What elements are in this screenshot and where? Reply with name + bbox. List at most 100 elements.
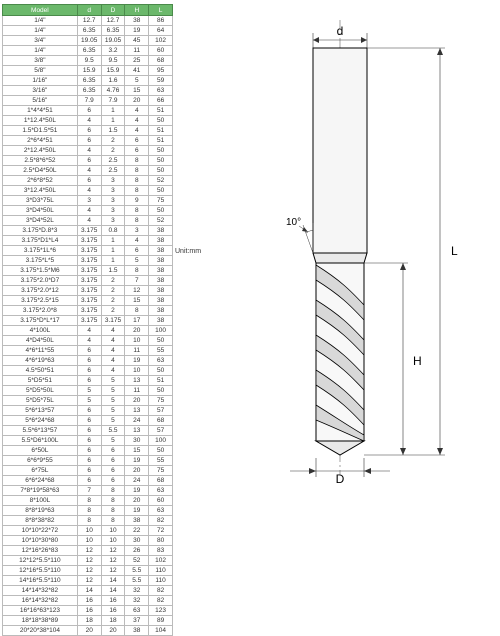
cell-value: 75 xyxy=(149,466,173,476)
cell-value: 6 xyxy=(77,376,101,386)
cell-value: 20 xyxy=(125,96,149,106)
cell-value: 68 xyxy=(149,416,173,426)
cell-value: 4 xyxy=(77,146,101,156)
cell-model: 3/4" xyxy=(3,36,78,46)
cell-model: 6*6*9*55 xyxy=(3,456,78,466)
cell-model: 3.175*1L*6 xyxy=(3,246,78,256)
cell-value: 38 xyxy=(149,246,173,256)
cell-value: 6.35 xyxy=(77,26,101,36)
table-row: 1/16"6.351.6559 xyxy=(3,76,173,86)
cell-value: 38 xyxy=(149,266,173,276)
cell-value: 75 xyxy=(149,196,173,206)
cell-value: 68 xyxy=(149,476,173,486)
cell-value: 13 xyxy=(125,406,149,416)
cell-value: 6 xyxy=(77,446,101,456)
cell-value: 1 xyxy=(101,106,125,116)
cell-value: 10 xyxy=(77,536,101,546)
unit-label: Unit:mm xyxy=(175,248,201,255)
cell-value: 32 xyxy=(125,596,149,606)
table-row: 12*12*5.5*110121252102 xyxy=(3,556,173,566)
cell-value: 7.9 xyxy=(101,96,125,106)
cell-value: 4 xyxy=(77,206,101,216)
cell-value: 15 xyxy=(125,446,149,456)
cell-value: 6.35 xyxy=(77,76,101,86)
cell-model: 7*8*19*58*63 xyxy=(3,486,78,496)
cell-value: 14 xyxy=(101,576,125,586)
cell-value: 100 xyxy=(149,326,173,336)
cell-value: 63 xyxy=(149,486,173,496)
cell-model: 5/8" xyxy=(3,66,78,76)
cell-value: 3.175 xyxy=(77,226,101,236)
cell-value: 0.8 xyxy=(101,226,125,236)
cell-value: 15.9 xyxy=(77,66,101,76)
cell-value: 59 xyxy=(149,76,173,86)
table-row: 2.5*8*6*5262.5850 xyxy=(3,156,173,166)
cell-value: 6 xyxy=(77,156,101,166)
cell-value: 9.5 xyxy=(101,56,125,66)
cell-value: 3 xyxy=(77,196,101,206)
cell-value: 50 xyxy=(149,366,173,376)
table-row: 3*D4*50L43850 xyxy=(3,206,173,216)
cell-value: 55 xyxy=(149,456,173,466)
table-row: 2.5*D4*50L42.5850 xyxy=(3,166,173,176)
cell-value: 8 xyxy=(77,496,101,506)
cell-value: 51 xyxy=(149,136,173,146)
cell-value: 24 xyxy=(125,416,149,426)
cell-value: 38 xyxy=(149,286,173,296)
cell-model: 3*12.4*50L xyxy=(3,186,78,196)
table-row: 1/4"12.712.73886 xyxy=(3,16,173,26)
cell-value: 63 xyxy=(149,506,173,516)
cell-value: 3.175 xyxy=(77,266,101,276)
cell-value: 57 xyxy=(149,426,173,436)
table-row: 8*8*38*82883882 xyxy=(3,516,173,526)
cell-model: 1/4" xyxy=(3,16,78,26)
table-row: 3*D4*52L43852 xyxy=(3,216,173,226)
cell-value: 1.5 xyxy=(101,126,125,136)
table-row: 4.5*50*51641050 xyxy=(3,366,173,376)
cell-value: 68 xyxy=(149,56,173,66)
table-row: 4*D4*50L441050 xyxy=(3,336,173,346)
cell-value: 7 xyxy=(125,276,149,286)
cell-value: 32 xyxy=(125,586,149,596)
cell-model: 4*6*11*55 xyxy=(3,346,78,356)
cell-value: 6 xyxy=(77,426,101,436)
cell-value: 6 xyxy=(77,466,101,476)
cell-value: 6 xyxy=(125,146,149,156)
cell-model: 10*10*22*72 xyxy=(3,526,78,536)
cell-value: 20 xyxy=(77,626,101,636)
cell-value: 3.175 xyxy=(77,256,101,266)
col-header-l: L xyxy=(149,5,173,16)
cell-value: 104 xyxy=(149,626,173,636)
cell-value: 5 xyxy=(125,76,149,86)
cell-value: 6 xyxy=(77,136,101,146)
table-row: 1*12.4*50L41450 xyxy=(3,116,173,126)
cell-value: 10 xyxy=(125,336,149,346)
cell-model: 6*75L xyxy=(3,466,78,476)
cell-value: 6 xyxy=(77,356,101,366)
cell-value: 19 xyxy=(125,26,149,36)
cell-value: 3.175 xyxy=(77,306,101,316)
cell-value: 4 xyxy=(77,336,101,346)
cell-value: 1 xyxy=(101,116,125,126)
cell-value: 5 xyxy=(77,386,101,396)
cell-value: 19.05 xyxy=(77,36,101,46)
table-row: 3.175*D1*L43.1751438 xyxy=(3,236,173,246)
cell-value: 12.7 xyxy=(101,16,125,26)
cell-model: 3.175*L*5 xyxy=(3,256,78,266)
table-row: 2*6*8*5263852 xyxy=(3,176,173,186)
cell-value: 5 xyxy=(101,406,125,416)
cell-value: 26 xyxy=(125,546,149,556)
cell-value: 3 xyxy=(101,176,125,186)
col-header-d: d xyxy=(77,5,101,16)
cell-model: 1/4" xyxy=(3,46,78,56)
cell-value: 6.35 xyxy=(77,46,101,56)
cell-value: 19 xyxy=(125,456,149,466)
cell-value: 3.175 xyxy=(77,316,101,326)
cell-value: 50 xyxy=(149,446,173,456)
cell-value: 63 xyxy=(149,86,173,96)
cell-value: 6 xyxy=(77,436,101,446)
cell-value: 11 xyxy=(125,346,149,356)
cell-value: 20 xyxy=(125,326,149,336)
cell-value: 37 xyxy=(125,616,149,626)
cell-value: 50 xyxy=(149,206,173,216)
